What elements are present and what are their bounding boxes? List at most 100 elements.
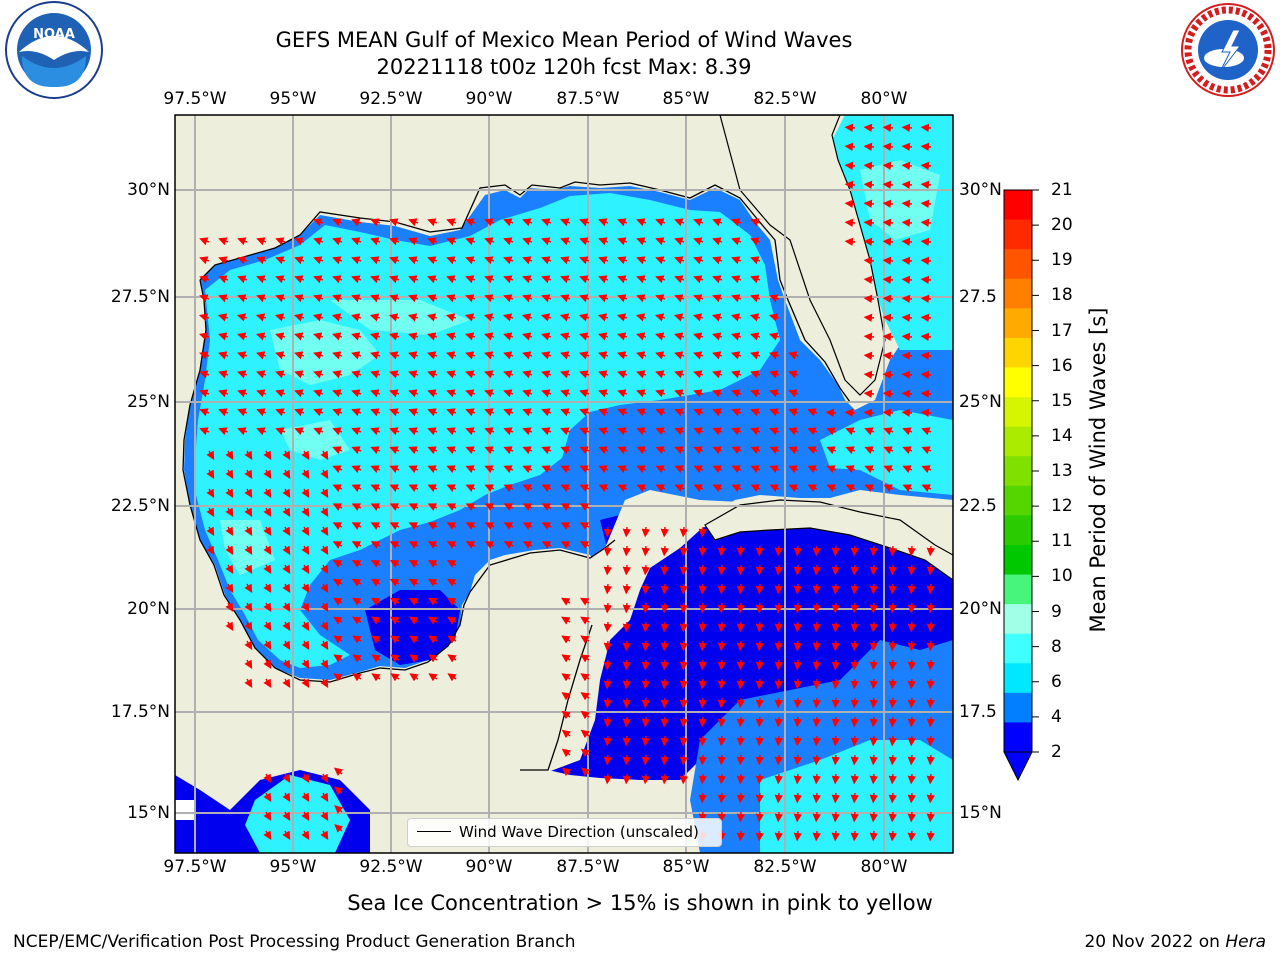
wave-direction-arrow [206, 488, 215, 499]
wave-direction-arrow [831, 640, 841, 652]
wave-direction-arrow [655, 370, 666, 379]
wave-direction-arrow [579, 597, 590, 606]
wave-direction-arrow [844, 142, 856, 152]
wave-direction-arrow [541, 446, 552, 455]
wave-direction-arrow [869, 716, 879, 728]
wave-direction-arrow [447, 654, 457, 663]
wave-direction-arrow [351, 560, 362, 568]
wave-direction-arrow [332, 256, 343, 265]
lat-label: 27.5°N [110, 287, 170, 307]
wave-direction-arrow [793, 659, 803, 671]
wave-direction-arrow [693, 427, 704, 436]
wave-direction-arrow [199, 389, 210, 398]
wave-direction-arrow [636, 446, 647, 455]
wave-direction-arrow [869, 754, 879, 766]
wave-direction-arrow [750, 351, 761, 360]
legend-label: Wind Wave Direction (unscaled) [459, 823, 699, 841]
wave-direction-arrow [503, 522, 514, 530]
wave-direction-arrow [674, 370, 685, 379]
wave-direction-arrow [774, 716, 784, 728]
wave-direction-arrow [263, 640, 272, 651]
wave-direction-arrow [218, 332, 229, 341]
wave-direction-arrow [736, 659, 746, 671]
wave-direction-arrow [617, 218, 628, 227]
wave-direction-arrow [598, 427, 609, 436]
wave-direction-arrow [679, 526, 689, 538]
wave-direction-arrow [237, 256, 248, 265]
wave-direction-arrow [275, 427, 286, 436]
wave-direction-arrow [674, 294, 685, 303]
wave-direction-arrow [447, 635, 457, 644]
wave-direction-arrow [370, 503, 381, 511]
wave-direction-arrow [793, 830, 803, 842]
wave-direction-arrow [850, 830, 860, 842]
wave-direction-arrow [863, 199, 875, 209]
wave-direction-arrow [427, 237, 438, 246]
wave-direction-arrow [332, 427, 343, 436]
wave-direction-arrow [244, 583, 253, 594]
wave-direction-arrow [755, 830, 765, 842]
wave-direction-arrow [282, 488, 291, 499]
colorbar-tick-label: 10 [1051, 566, 1073, 587]
wave-direction-arrow [580, 710, 590, 720]
wave-direction-arrow [622, 583, 632, 595]
wave-direction-arrow [301, 811, 310, 822]
wave-direction-arrow [484, 541, 495, 549]
wave-direction-arrow [660, 640, 670, 652]
wave-direction-arrow [863, 370, 875, 380]
wave-direction-arrow [641, 773, 651, 785]
wave-direction-arrow [636, 275, 647, 284]
map-title-line2: 20221118 t00z 120h fcst Max: 8.39 [376, 55, 752, 79]
wave-direction-arrow [774, 659, 784, 671]
wave-direction-arrow [560, 446, 571, 455]
wave-direction-arrow [522, 389, 533, 398]
wave-direction-arrow [598, 218, 609, 227]
wave-direction-arrow [390, 616, 400, 625]
wave-direction-arrow [920, 408, 932, 418]
wave-direction-arrow [580, 767, 591, 777]
wave-direction-arrow [320, 792, 329, 803]
wave-direction-arrow [736, 678, 746, 690]
wave-direction-arrow [674, 389, 685, 398]
lat-label: 20°N [127, 599, 170, 619]
colorbar-tick-label: 11 [1051, 531, 1073, 552]
wave-direction-arrow [427, 256, 438, 265]
wave-direction-arrow [622, 773, 632, 785]
wave-direction-arrow [408, 503, 419, 511]
wave-direction-arrow [750, 275, 761, 284]
wave-direction-arrow [465, 256, 476, 265]
wave-direction-arrow [698, 659, 708, 671]
wave-direction-arrow [888, 716, 898, 728]
wave-direction-arrow [831, 811, 841, 823]
wave-direction-arrow [717, 640, 727, 652]
wave-direction-arrow [351, 484, 362, 493]
wave-direction-arrow [660, 716, 670, 728]
wave-direction-arrow [636, 389, 647, 398]
wave-direction-arrow [282, 545, 291, 556]
wave-direction-arrow [541, 522, 552, 530]
wave-direction-arrow [580, 635, 590, 644]
wave-direction-arrow [622, 697, 632, 709]
wave-direction-arrow [622, 754, 632, 766]
wave-direction-arrow [863, 142, 875, 152]
colorbar-label: Mean Period of Wind Waves [s] [1086, 307, 1110, 633]
wave-direction-arrow [850, 545, 860, 557]
wave-direction-arrow [831, 602, 841, 614]
wave-direction-arrow [218, 275, 229, 284]
wave-direction-arrow [301, 526, 310, 537]
wave-direction-arrow [731, 484, 742, 493]
wave-direction-arrow [427, 275, 438, 284]
wave-direction-arrow [831, 659, 841, 671]
wave-direction-arrow [294, 332, 305, 341]
wave-direction-arrow [882, 370, 894, 380]
wave-direction-arrow [926, 678, 936, 690]
wave-direction-arrow [679, 678, 689, 690]
wave-direction-arrow [503, 351, 514, 360]
wave-direction-arrow [812, 773, 822, 785]
wave-direction-arrow [712, 294, 723, 303]
wave-direction-arrow [788, 465, 799, 474]
wave-direction-arrow [622, 659, 632, 671]
wave-direction-arrow [712, 351, 723, 360]
florida [719, 115, 886, 396]
wave-direction-arrow [755, 564, 765, 576]
